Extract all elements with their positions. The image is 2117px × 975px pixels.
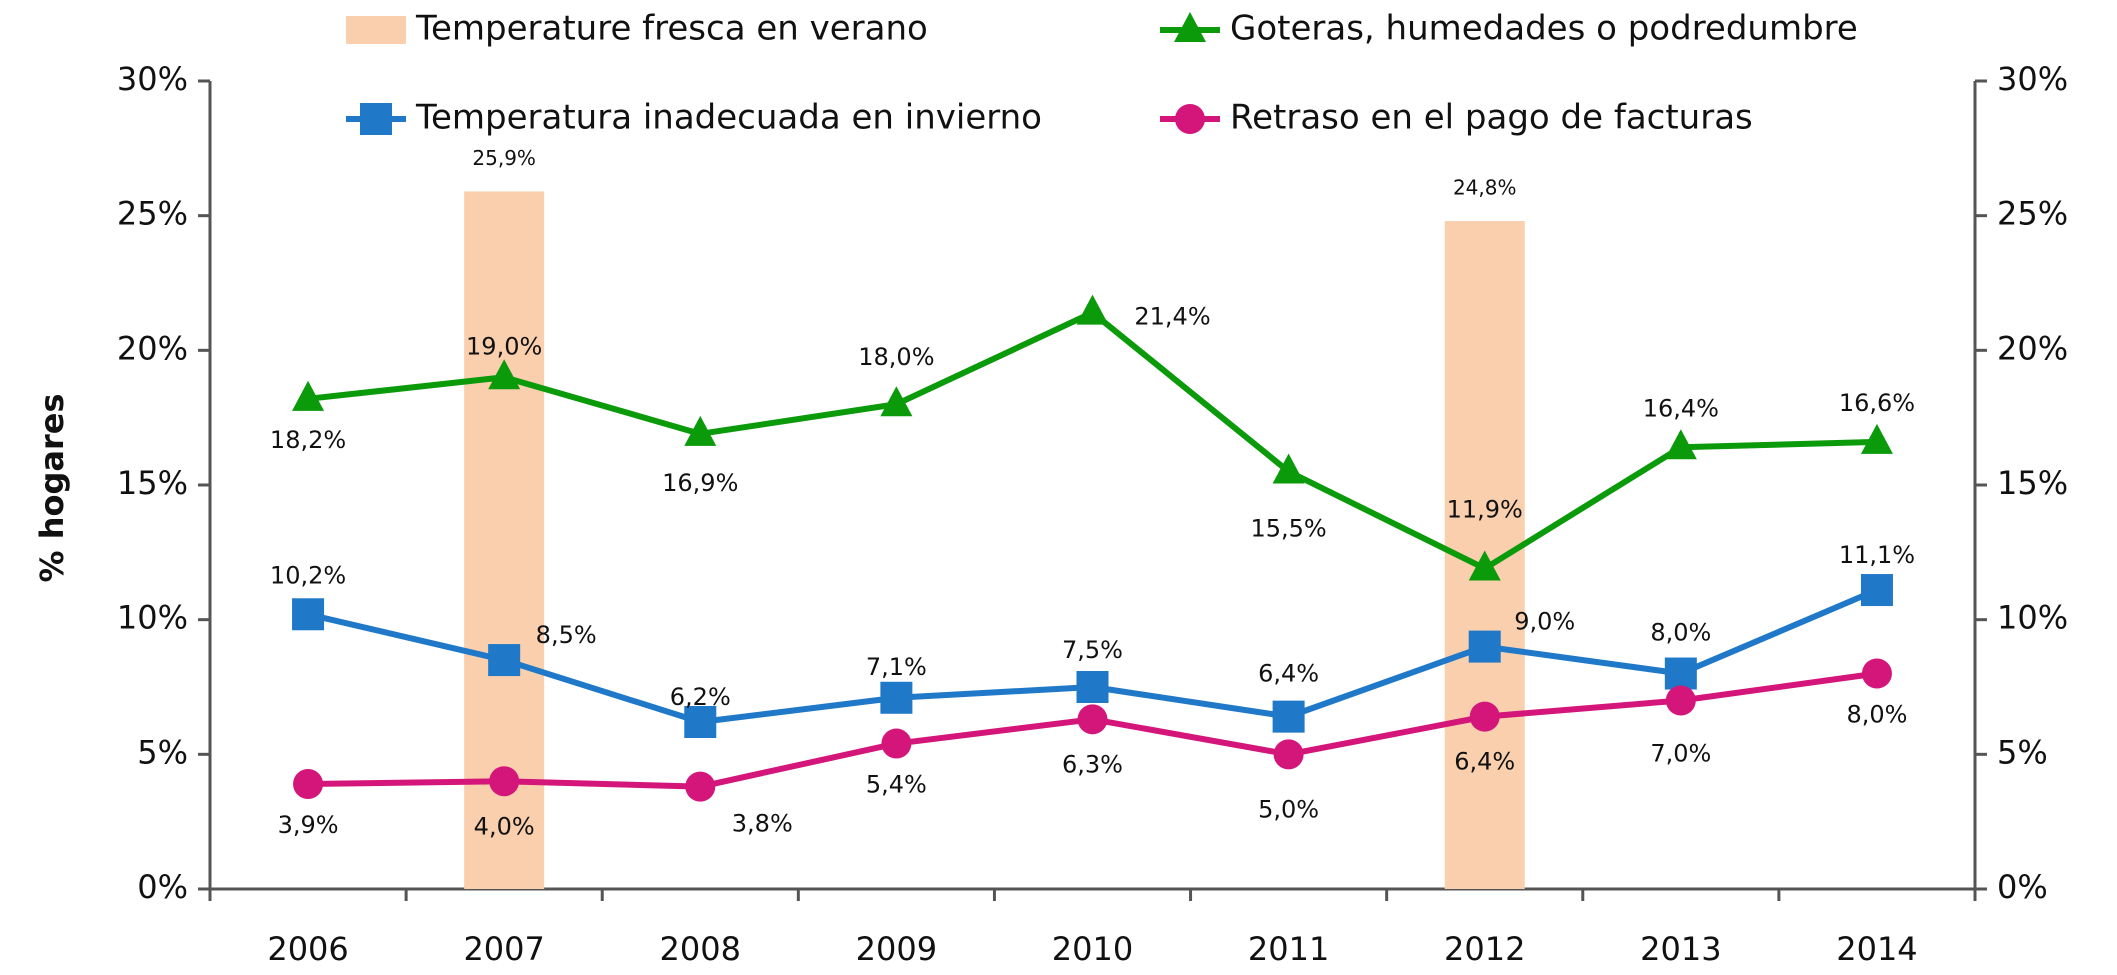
data-label: 6,3% <box>1062 750 1123 778</box>
marker <box>880 681 913 714</box>
y-tick-label: 15% <box>117 464 188 502</box>
y-tick-label: 25% <box>117 195 188 233</box>
x-tick-label: 2014 <box>1836 930 1917 968</box>
data-label: 7,5% <box>1062 636 1123 664</box>
data-label: 10,2% <box>270 561 346 589</box>
data-label: 8,0% <box>1650 619 1711 647</box>
marker <box>685 771 716 802</box>
legend-label: Goteras, humedades o podredumbre <box>1230 9 1858 49</box>
marker <box>1664 657 1697 690</box>
marker <box>1860 423 1893 454</box>
y2-tick-label: 10% <box>1997 599 2068 637</box>
y-tick-label: 5% <box>137 733 188 771</box>
marker <box>1664 429 1697 460</box>
data-label: 5,0% <box>1258 795 1319 823</box>
marker <box>1076 671 1109 703</box>
data-label: 15,5% <box>1250 515 1326 543</box>
data-label: 18,0% <box>858 343 934 371</box>
marker <box>1665 685 1696 716</box>
marker <box>684 415 717 446</box>
data-label: 3,9% <box>278 811 339 839</box>
data-label: 18,2% <box>270 426 346 454</box>
marker <box>1469 701 1500 732</box>
y-tick-label: 30% <box>117 60 188 98</box>
x-tick-label: 2012 <box>1444 930 1525 968</box>
x-tick-label: 2013 <box>1640 930 1721 968</box>
data-label: 6,2% <box>670 683 731 711</box>
x-tick-label: 2007 <box>463 930 544 968</box>
y2-tick-label: 15% <box>1997 464 2068 502</box>
legend-marker <box>1174 12 1206 42</box>
marker <box>292 598 325 631</box>
data-label: 24,8% <box>1453 176 1517 200</box>
x-tick-label: 2008 <box>660 930 741 968</box>
marker <box>1273 739 1304 770</box>
y-axis-label: % hogares <box>33 394 71 583</box>
data-label: 5,4% <box>866 771 927 799</box>
marker <box>488 359 521 390</box>
y2-tick-label: 5% <box>1997 733 2048 771</box>
data-label: 7,1% <box>866 653 927 681</box>
data-label: 16,6% <box>1839 389 1915 417</box>
y2-tick-label: 25% <box>1997 195 2068 233</box>
x-tick-label: 2010 <box>1052 930 1133 968</box>
marker <box>1468 630 1501 663</box>
legend-label: Retraso en el pago de facturas <box>1230 98 1753 138</box>
x-tick-label: 2009 <box>856 930 937 968</box>
data-label: 11,9% <box>1447 495 1523 523</box>
marker <box>1272 700 1305 733</box>
marker <box>1272 453 1305 484</box>
data-label: 3,8% <box>732 810 793 838</box>
data-label: 19,0% <box>466 332 542 360</box>
legend-label: Temperatura inadecuada en invierno <box>415 98 1042 138</box>
y-tick-label: 10% <box>117 599 188 637</box>
data-label: 6,4% <box>1258 660 1319 688</box>
data-label: 11,1% <box>1839 541 1915 569</box>
data-label: 16,4% <box>1643 394 1719 422</box>
marker <box>489 766 520 797</box>
data-label: 25,9% <box>472 146 536 170</box>
marker <box>881 728 912 759</box>
y-tick-label: 20% <box>117 329 188 367</box>
marker <box>1861 658 1892 689</box>
data-label: 4,0% <box>474 812 535 840</box>
legend-label: Temperature fresca en verano <box>415 9 928 49</box>
y-tick-label: 0% <box>137 868 188 906</box>
y2-tick-label: 0% <box>1997 868 2048 906</box>
marker <box>1076 294 1109 325</box>
y2-tick-label: 20% <box>1997 329 2068 367</box>
marker <box>488 644 521 677</box>
y2-tick-label: 30% <box>1997 60 2068 98</box>
data-label: 8,0% <box>1846 701 1907 729</box>
legend-marker <box>1175 104 1205 134</box>
data-label: 6,4% <box>1454 748 1515 776</box>
marker <box>1468 550 1501 581</box>
marker <box>292 380 325 411</box>
marker <box>1077 704 1108 735</box>
legend-swatch <box>346 16 406 44</box>
legend-marker <box>360 103 392 135</box>
data-label: 21,4% <box>1134 303 1210 331</box>
marker <box>293 768 324 799</box>
data-label: 9,0% <box>1514 608 1575 636</box>
marker <box>1860 574 1893 607</box>
marker <box>684 706 717 739</box>
marker <box>880 386 913 417</box>
data-label: 7,0% <box>1650 739 1711 767</box>
x-tick-label: 2006 <box>267 930 348 968</box>
data-label: 8,5% <box>536 621 597 649</box>
data-label: 16,9% <box>662 469 738 497</box>
x-tick-label: 2011 <box>1248 930 1329 968</box>
